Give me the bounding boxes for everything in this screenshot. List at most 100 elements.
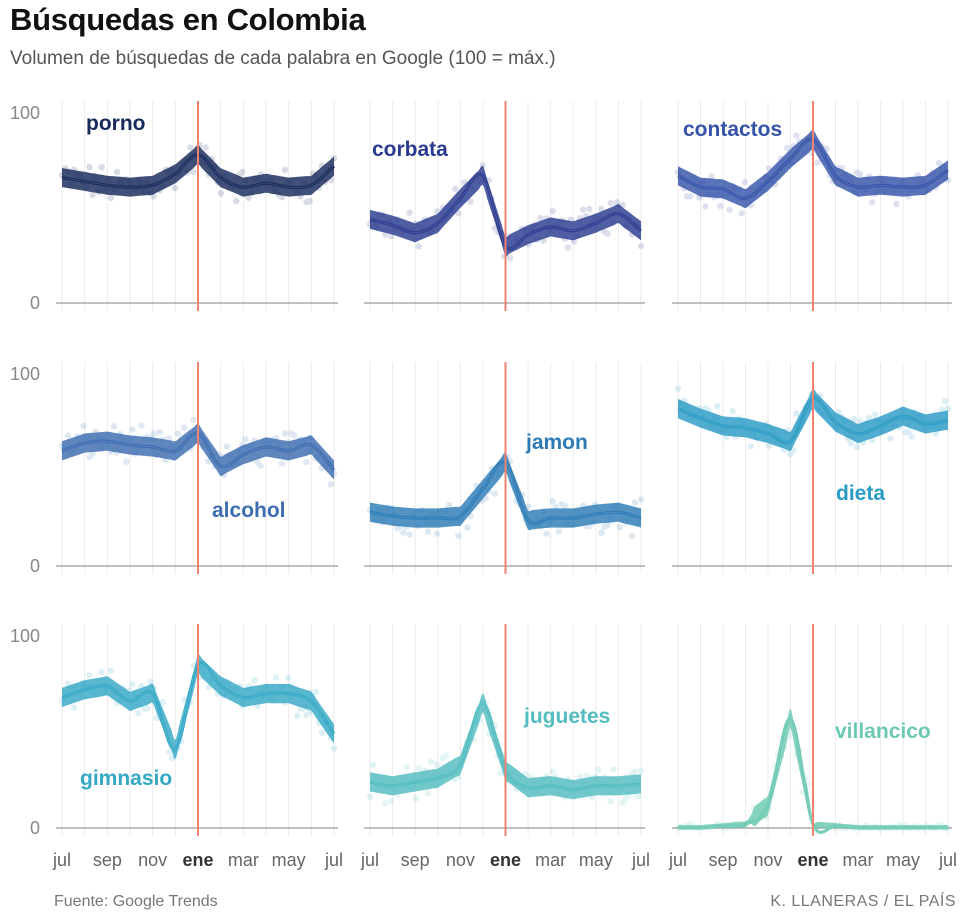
x-tick-label: ene [182, 850, 213, 870]
data-point [683, 193, 691, 200]
data-point [506, 255, 514, 262]
data-point [427, 758, 435, 766]
y-tick-label: 100 [10, 364, 40, 384]
data-point [902, 428, 909, 436]
data-point [464, 524, 471, 531]
data-point [738, 210, 745, 217]
data-point [281, 166, 289, 174]
data-point [576, 773, 584, 780]
x-tick-label: jul [324, 850, 343, 870]
data-point [110, 423, 118, 430]
data-point [318, 729, 325, 736]
data-point [150, 430, 157, 437]
panel-label-gimnasio: gimnasio [80, 767, 172, 790]
data-point [686, 193, 694, 200]
panel-label-dieta: dieta [836, 482, 885, 505]
author-credit: K. LLANERAS / EL PAÍS [770, 893, 956, 910]
data-point [433, 761, 441, 768]
x-tick-label: may [886, 850, 920, 870]
data-point [64, 432, 72, 439]
data-point [619, 799, 626, 806]
data-point [135, 710, 142, 717]
data-point [637, 767, 645, 775]
data-point [935, 159, 943, 167]
panel-label-alcohol: alcohol [212, 499, 286, 522]
data-point [674, 385, 682, 392]
x-tick-label: sep [93, 850, 122, 870]
data-point [637, 242, 645, 250]
data-point [80, 422, 87, 429]
data-point [814, 159, 821, 166]
data-point [400, 529, 407, 536]
data-point [555, 528, 562, 535]
source-note: Fuente: Google Trends [54, 893, 218, 910]
data-point [856, 171, 864, 178]
data-point [729, 408, 736, 415]
confidence-band [678, 389, 948, 452]
data-point [98, 164, 105, 171]
data-point [278, 460, 286, 467]
panel-label-porno: porno [86, 112, 145, 135]
y-tick-label: 100 [10, 103, 40, 123]
data-point [245, 194, 252, 201]
data-point [869, 199, 876, 206]
data-point [294, 712, 301, 719]
data-point [129, 426, 136, 433]
data-point [369, 761, 377, 768]
x-tick-label: jul [938, 850, 957, 870]
data-point [595, 766, 602, 773]
data-point [610, 766, 617, 773]
x-tick-label: mar [535, 850, 566, 870]
x-tick-label: mar [228, 850, 259, 870]
data-point [89, 191, 96, 199]
data-point [446, 501, 453, 509]
data-point [123, 458, 130, 465]
data-point [138, 422, 145, 429]
data-point [190, 416, 197, 423]
data-point [64, 680, 72, 687]
data-point [613, 199, 620, 206]
y-tick-label: 0 [30, 556, 40, 576]
data-point [107, 667, 115, 674]
data-point [403, 764, 410, 771]
data-point [168, 755, 176, 762]
panel-label-villancico: villancico [835, 720, 931, 743]
panel-porno: 100 0 porno [10, 101, 338, 313]
y-tick-label: 100 [10, 626, 40, 646]
data-point [598, 205, 605, 213]
data-point [604, 230, 611, 237]
data-point [439, 754, 447, 761]
data-point [86, 453, 93, 461]
data-point [455, 532, 462, 539]
data-point [394, 525, 401, 532]
panel-label-contactos: contactos [683, 118, 782, 141]
x-axis-labels: jul sep nov ene mar may jul [360, 850, 650, 870]
data-point [941, 397, 949, 405]
data-point [741, 178, 748, 186]
confidence-band [370, 165, 641, 257]
data-point [281, 430, 289, 437]
data-point [607, 199, 614, 207]
x-tick-label: ene [490, 850, 521, 870]
data-point [306, 197, 313, 205]
data-point [303, 712, 310, 719]
data-point [174, 430, 182, 437]
data-point [853, 169, 861, 176]
data-point [549, 207, 556, 215]
data-point [187, 144, 194, 151]
data-point [717, 202, 724, 210]
data-point [424, 528, 432, 535]
data-point [558, 501, 565, 508]
panel-dieta: dieta [672, 362, 952, 574]
data-point [793, 132, 800, 139]
data-point [905, 429, 912, 436]
data-point [406, 209, 413, 216]
data-point [893, 200, 900, 207]
data-point [714, 403, 721, 410]
data-point [543, 530, 550, 537]
data-point [872, 411, 879, 418]
data-point [412, 795, 419, 802]
panel-corbata: corbata [364, 101, 645, 311]
